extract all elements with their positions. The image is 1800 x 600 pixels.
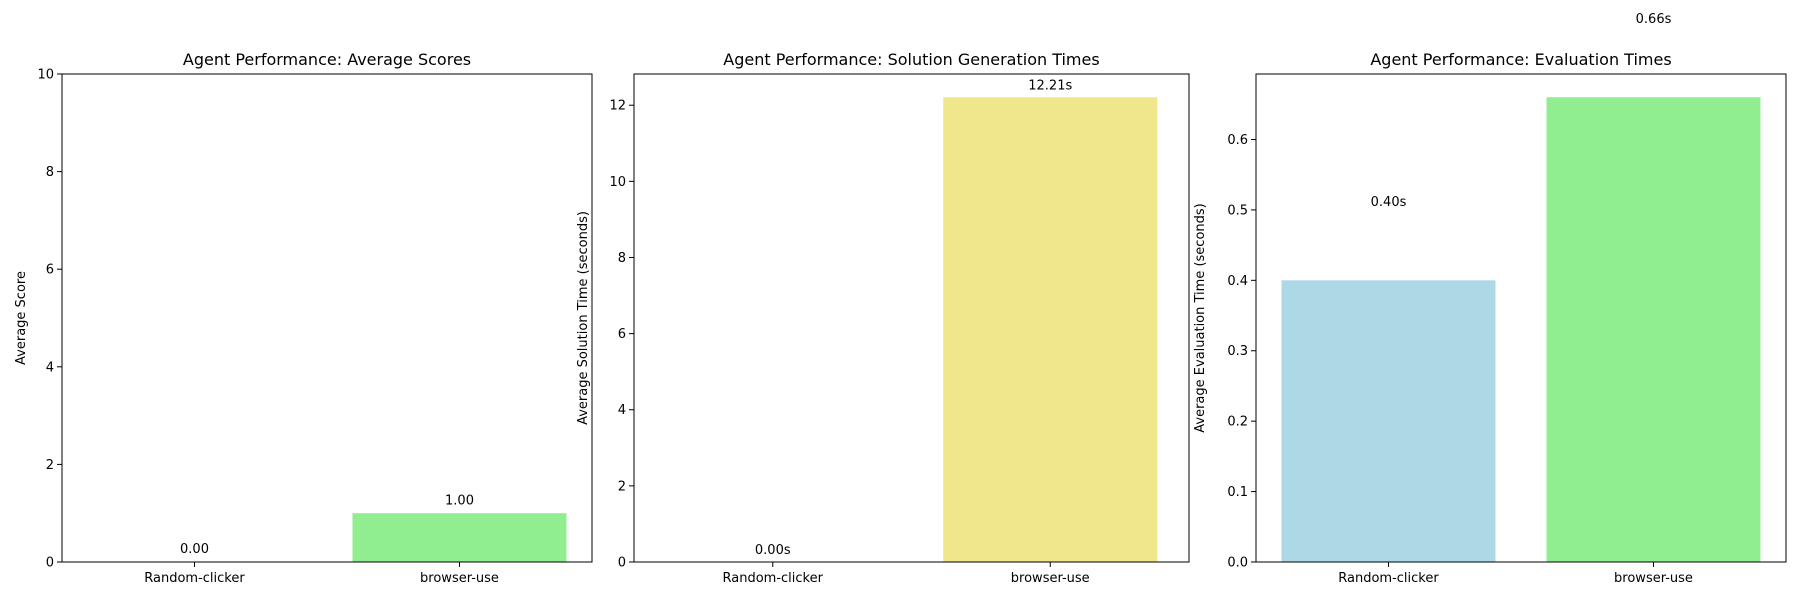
value-label: 0.66s <box>1636 12 1672 27</box>
value-label: 0.00s <box>755 543 791 558</box>
x-tick-label: browser-use <box>420 571 499 586</box>
y-tick-label: 0 <box>618 556 626 571</box>
axes-frame <box>1255 73 1787 563</box>
y-tick-label: 4 <box>46 360 54 375</box>
y-tick-label: 0.5 <box>1227 203 1248 218</box>
value-label: 0.40s <box>1371 195 1407 210</box>
y-tick-label: 8 <box>618 251 626 266</box>
y-tick-label: 0.0 <box>1227 556 1248 571</box>
chart-2: 0 2 4 6 8 10 12 Random-clicker browser-use 0.00s 1… <box>576 50 1190 586</box>
value-label: 0.00 <box>180 542 209 557</box>
y-tick-label: 2 <box>46 458 54 473</box>
chart-title: Agent Performance: Average Scores <box>183 50 471 69</box>
chart-3: 0.0 0.1 0.2 0.3 0.4 0.5 0.6 Random-clicker brows… <box>1193 12 1787 586</box>
y-tick-label: 6 <box>618 327 626 342</box>
axes-frame <box>633 73 1190 563</box>
y-tick-label: 0.2 <box>1227 415 1248 430</box>
y-tick-label: 4 <box>618 403 626 418</box>
bar-random-clicker <box>1281 280 1496 562</box>
x-tick-label: Random-clicker <box>144 571 245 586</box>
chart-1: 0 2 4 6 8 10 Random-clicker browser-use 0.00 1.00… <box>14 50 593 586</box>
y-axis-label: Average Evaluation Time (seconds) <box>1193 203 1208 432</box>
y-tick-label: 10 <box>609 175 626 190</box>
bar-browser-use <box>943 97 1158 562</box>
y-tick-label: 12 <box>609 99 626 114</box>
y-tick-label: 0.4 <box>1227 274 1248 289</box>
x-tick-label: Random-clicker <box>723 571 824 586</box>
y-tick-label: 10 <box>37 68 54 83</box>
y-axis-label: Average Solution Time (seconds) <box>576 211 591 425</box>
axes-frame <box>61 73 593 563</box>
x-tick-label: browser-use <box>1614 571 1693 586</box>
y-tick-label: 6 <box>46 263 54 278</box>
bar-browser-use <box>352 513 567 562</box>
y-tick-label: 2 <box>618 479 626 494</box>
bar-browser-use <box>1546 97 1761 562</box>
y-tick-label: 8 <box>46 165 54 180</box>
chart-title: Agent Performance: Evaluation Times <box>1370 50 1671 69</box>
value-label: 1.00 <box>445 493 474 508</box>
value-label: 12.21s <box>1028 78 1072 93</box>
y-tick-label: 0 <box>46 556 54 571</box>
x-tick-label: browser-use <box>1011 571 1090 586</box>
x-tick-label: Random-clicker <box>1338 571 1439 586</box>
chart-title: Agent Performance: Solution Generation T… <box>723 50 1099 69</box>
y-axis-label: Average Score <box>14 271 29 365</box>
y-tick-label: 0.1 <box>1227 485 1248 500</box>
y-tick-label: 0.6 <box>1227 133 1248 148</box>
y-tick-label: 0.3 <box>1227 344 1248 359</box>
